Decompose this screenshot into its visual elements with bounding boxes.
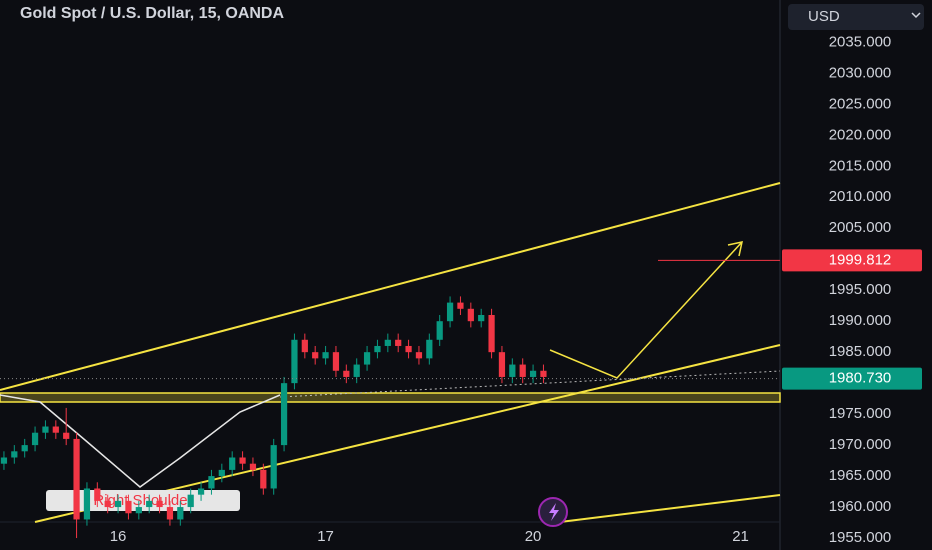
candle-body [509, 364, 516, 377]
candle-body [540, 370, 547, 377]
projection [549, 241, 743, 379]
candle-body [94, 488, 101, 501]
candle-body [529, 370, 537, 377]
y-tick-label: 2020.000 [829, 126, 892, 143]
y-tick-label: 1960.000 [829, 498, 892, 515]
candle-body [208, 476, 215, 489]
candle-body [104, 500, 111, 508]
y-tick-label: 1995.000 [829, 281, 892, 298]
events-bolt[interactable] [549, 503, 559, 521]
y-tick-label: 1990.000 [829, 312, 892, 329]
candle-body [260, 469, 267, 489]
candle-body [353, 364, 360, 377]
y-tick-label: 2030.000 [829, 64, 892, 81]
candle-body [73, 438, 80, 520]
candle-body [197, 488, 205, 495]
candle-body [384, 339, 391, 346]
y-tick-label: 1965.000 [829, 467, 892, 484]
y-tick-label: 2035.000 [829, 33, 892, 50]
candle-body [291, 339, 298, 384]
candle-body [374, 345, 381, 353]
candle-body [42, 426, 49, 433]
x-tick-label: 17 [317, 528, 334, 545]
candle-body [322, 352, 329, 359]
candle-body [436, 321, 443, 340]
currency-button[interactable] [788, 4, 924, 30]
candle-body [146, 500, 153, 508]
candle-body [114, 500, 122, 508]
currency-chevron[interactable] [911, 12, 921, 19]
x-tick-label: 20 [525, 528, 542, 545]
candle-body [249, 463, 257, 470]
candle-body [270, 445, 277, 489]
currency-label[interactable]: USD [808, 8, 840, 25]
candle-body [11, 451, 18, 458]
pattern-line [0, 394, 281, 488]
dotted-line [279, 370, 781, 398]
candle-body [395, 339, 402, 346]
candle-body [187, 494, 194, 508]
candle-body [498, 352, 506, 377]
candle-body [312, 352, 319, 359]
y-tick-label: 2010.000 [829, 188, 892, 205]
candle-body [446, 302, 454, 322]
y-tick-label: 2015.000 [829, 157, 892, 174]
candle-body [135, 507, 142, 514]
candle-body [488, 314, 495, 353]
y-tick-label: 1985.000 [829, 343, 892, 360]
candle-body [83, 488, 91, 520]
channel-upper [0, 182, 781, 391]
price-badge-label: 1980.730 [829, 370, 892, 387]
candle-body [21, 445, 28, 452]
x-tick-label: 16 [110, 528, 127, 545]
candle-body [52, 426, 59, 433]
candle-body [125, 500, 132, 514]
y-tick-label: 1975.000 [829, 405, 892, 422]
y-tick-label: 1970.000 [829, 436, 892, 453]
candle-body [478, 314, 485, 322]
candle-body [218, 469, 225, 477]
candle-body [332, 352, 340, 371]
x-tick-label: 21 [732, 528, 749, 545]
candle-body [519, 364, 526, 377]
candle-body [156, 500, 163, 508]
price-badge [782, 367, 922, 390]
candle-body [0, 457, 8, 464]
candle-body [31, 432, 39, 446]
candle-body [467, 308, 474, 322]
price-badge [782, 249, 922, 272]
candle-body [301, 339, 308, 353]
chart-title: Gold Spot / U.S. Dollar, 15, OANDA [20, 5, 284, 22]
candle-body [457, 302, 464, 309]
projection-arrow [727, 241, 743, 257]
support-zone [0, 392, 781, 403]
candle-body [280, 383, 288, 446]
candle-body [177, 507, 184, 520]
candle-body [426, 339, 433, 359]
candle-body [343, 370, 350, 377]
y-tick-label: 2025.000 [829, 95, 892, 112]
y-tick-label: 2005.000 [829, 219, 892, 236]
candle-body [239, 457, 246, 464]
candle-body [63, 432, 70, 439]
price-badge-label: 1999.812 [829, 251, 892, 268]
candle-body [166, 507, 174, 520]
candle-body [405, 345, 412, 353]
y-tick-label: 1955.000 [829, 529, 892, 546]
candle-body [363, 352, 371, 365]
candle-body [229, 457, 236, 470]
candle-body [415, 352, 423, 359]
channel-bottom [559, 494, 781, 523]
